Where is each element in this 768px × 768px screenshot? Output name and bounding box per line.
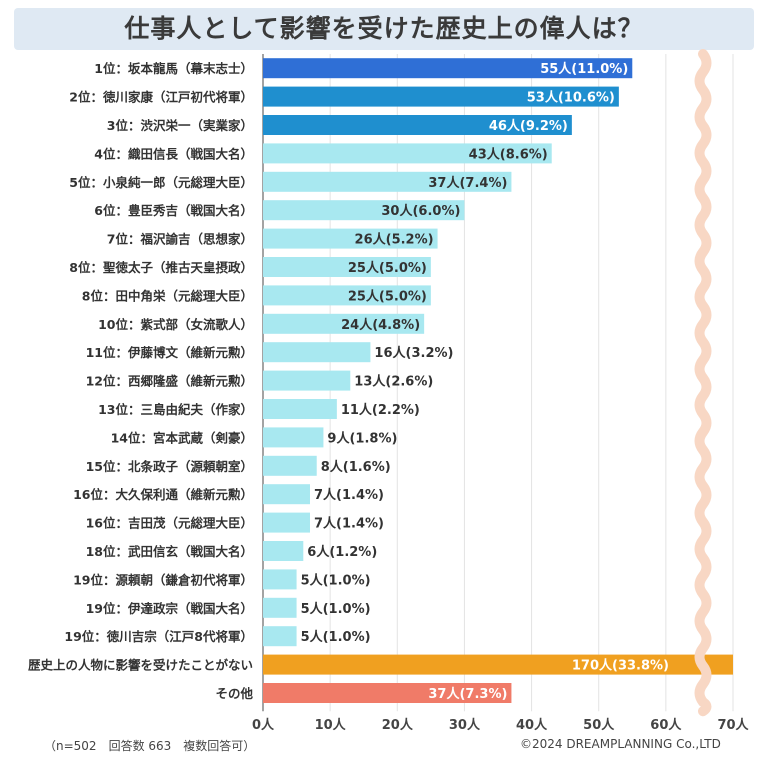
data-label: 25人(5.0%): [348, 288, 427, 304]
x-tick-label: 30人: [449, 717, 481, 733]
bar: [263, 342, 371, 363]
bar: [263, 399, 337, 419]
bar: [263, 484, 310, 505]
bar: [263, 654, 733, 675]
category-label: 1位：坂本龍馬（幕末志士）: [94, 61, 253, 76]
data-label: 25人(5.0%): [348, 260, 427, 276]
data-label: 9人(1.8%): [327, 430, 397, 446]
category-label: 3位：渋沢栄一（実業家）: [107, 118, 253, 133]
data-label: 37人(7.4%): [428, 175, 507, 191]
category-label: 2位：徳川家康（江戸初代将軍）: [69, 90, 253, 105]
category-label: 4位：織田信長（戦国大名）: [94, 146, 253, 161]
data-label: 46人(9.2%): [489, 118, 568, 134]
bar: [263, 597, 297, 618]
bar: [263, 541, 304, 561]
data-label: 7人(1.4%): [314, 516, 384, 532]
bar: [263, 143, 552, 164]
category-label: その他: [215, 686, 253, 701]
x-tick-label: 20人: [382, 717, 414, 733]
data-label: 5人(1.0%): [301, 572, 371, 588]
bar: [263, 313, 425, 334]
chart-title: 仕事人として影響を受けた歴史上の偉人は？: [124, 14, 644, 43]
category-label: 8位：聖徳太子（推古天皇摂政）: [69, 260, 253, 275]
data-label: 30人(6.0%): [381, 203, 460, 219]
bar: [263, 58, 633, 79]
data-label: 7人(1.4%): [314, 487, 384, 503]
data-label: 16人(3.2%): [374, 345, 453, 361]
axis-break: [694, 49, 712, 717]
title-bar: 仕事人として影響を受けた歴史上の偉人は？: [14, 8, 754, 50]
bar: [263, 569, 297, 590]
data-label: 6人(1.2%): [307, 544, 377, 560]
x-tick-label: 60人: [650, 717, 682, 733]
x-tick-label: 0人: [252, 717, 275, 733]
category-label: 11位：伊藤博文（維新元勲）: [86, 345, 253, 360]
category-label: 5位：小泉純一郎（元総理大臣）: [69, 175, 253, 190]
category-label: 19位：伊達政宗（戦国大名）: [86, 601, 253, 616]
copyright: ©2024 DREAMPLANNING Co.,LTD: [520, 737, 721, 751]
data-label: 53人(10.6%): [527, 90, 615, 106]
data-label: 55人(11.0%): [540, 61, 628, 77]
bar: [263, 285, 431, 306]
bar: [263, 228, 438, 249]
data-label: 13人(2.6%): [354, 374, 433, 390]
category-label: 13位：三島由紀夫（作家）: [98, 402, 253, 417]
category-label: 19位：徳川吉宗（江戸8代将軍）: [64, 629, 253, 644]
data-label: 43人(8.6%): [469, 146, 548, 162]
category-label: 8位：田中角栄（元総理大臣）: [82, 288, 253, 303]
bar: [263, 115, 572, 135]
data-label: 5人(1.0%): [301, 629, 371, 645]
category-label: 16位：大久保利通（維新元勲）: [73, 487, 253, 502]
category-label: 19位：源頼朝（鎌倉初代将軍）: [73, 572, 253, 587]
bar: [263, 427, 324, 448]
category-label: 7位：福沢諭吉（思想家）: [107, 232, 253, 247]
bar: [263, 512, 310, 533]
category-label: 12位：西郷隆盛（維新元勲）: [86, 374, 253, 389]
data-label: 37人(7.3%): [428, 686, 507, 702]
category-label: 6位：豊臣秀吉（戦国大名）: [94, 203, 253, 218]
data-label: 5人(1.0%): [301, 601, 371, 617]
data-label: 11人(2.2%): [341, 402, 420, 418]
data-label: 24人(4.8%): [341, 317, 420, 333]
category-label: 18位：武田信玄（戦国大名）: [86, 544, 253, 559]
bar: [263, 86, 619, 107]
x-tick-label: 10人: [315, 717, 347, 733]
category-label: 14位：宮本武蔵（剣豪）: [111, 430, 253, 445]
x-tick-label: 40人: [516, 717, 548, 733]
category-label: 15位：北条政子（源頼朝室）: [86, 459, 253, 474]
data-label: 170人(33.8%): [572, 658, 669, 674]
bar: [263, 200, 465, 221]
category-label: 歴史上の人物に影響を受けたことがない: [28, 658, 253, 673]
category-label: 10位：紫式部（女流歌人）: [98, 317, 253, 332]
bar: [263, 683, 512, 703]
bar: [263, 171, 512, 192]
data-label: 8人(1.6%): [321, 459, 391, 475]
data-label: 26人(5.2%): [355, 232, 434, 248]
category-label: 16位：吉田茂（元総理大臣）: [86, 516, 253, 531]
bar: [263, 455, 317, 476]
bar: [263, 626, 297, 647]
x-tick-label: 70人: [717, 717, 749, 733]
bar: [263, 257, 431, 277]
x-tick-label: 50人: [583, 717, 615, 733]
sample-note: （n=502 回答数 663 複数回答可）: [44, 739, 256, 753]
bar: [263, 370, 351, 391]
